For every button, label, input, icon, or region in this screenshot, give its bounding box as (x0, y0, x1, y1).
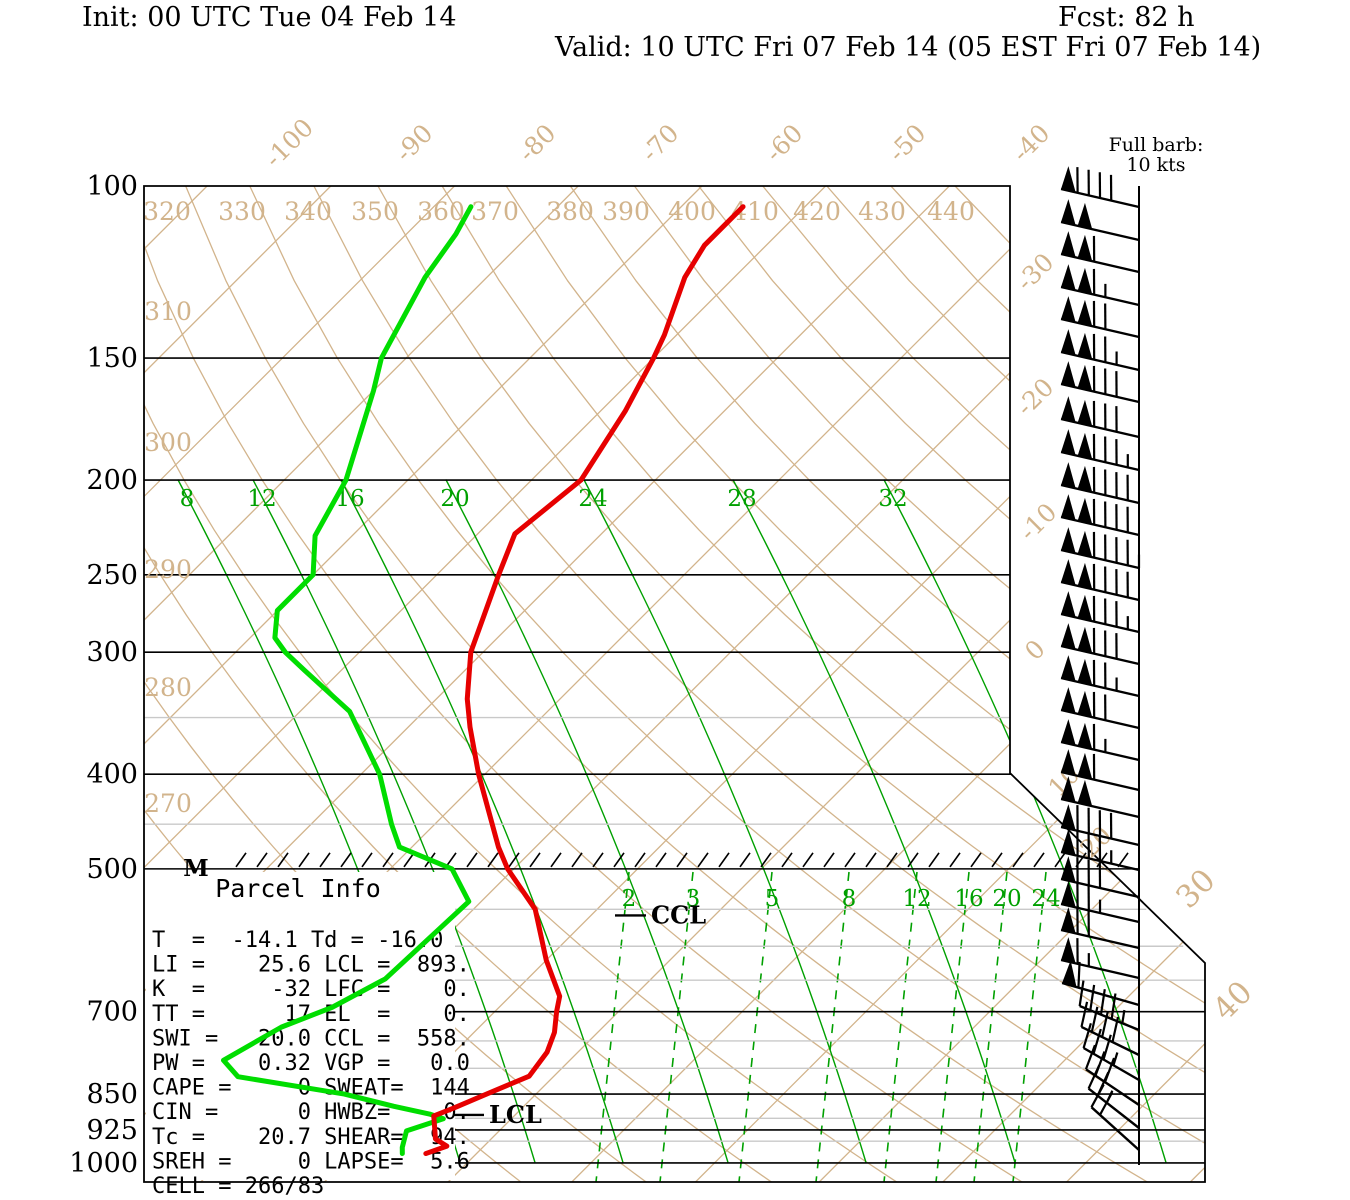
mixing-ratio-label: 8 (842, 886, 857, 912)
parcel-info-row: Tc = 20.7 SHEAR= 94. (152, 1125, 470, 1150)
valid-time-label: Valid: 10 UTC Fri 07 Feb 14 (05 EST Fri … (554, 32, 1261, 63)
ccl-marker: CCL (651, 900, 706, 929)
temperature-trace (423, 204, 746, 1157)
pressure-axis-label: 300 (86, 637, 138, 668)
isotherm-label-right: 30 (1169, 862, 1222, 915)
barb-legend-line2: 10 kts (1126, 154, 1185, 176)
isotherm-label-top: -60 (760, 119, 809, 168)
dry-adiabat-label: 330 (218, 197, 266, 226)
mixing-ratio-label: 16 (954, 886, 983, 912)
mixing-ratio-label: 24 (1031, 886, 1060, 912)
isotherm-label-top: -40 (1007, 119, 1056, 168)
dry-adiabat-label: 340 (284, 197, 332, 226)
isotherm-label-top: -50 (883, 119, 932, 168)
dry-adiabat-label: 360 (417, 197, 465, 226)
isotherm-label-top: -70 (636, 119, 685, 168)
parcel-info-row: PW = 0.32 VGP = 0.0 (152, 1051, 470, 1076)
level-markers: M CCL LCL (183, 855, 706, 1129)
pressure-axis-label: 400 (86, 759, 138, 790)
mixing-ratio-label: 20 (992, 886, 1021, 912)
isotherm-label-top: -100 (259, 113, 319, 173)
parcel-info-row: T = -14.1 Td = -16.0 (152, 928, 443, 953)
parcel-info-row: SWI = 20.0 CCL = 558. (152, 1026, 470, 1051)
parcel-info-row: CELL = 266/83 (152, 1174, 324, 1199)
forecast-hour-label: Fcst: 82 h (1058, 2, 1195, 33)
moist-adiabat-lines (177, 479, 1167, 1163)
dry-adiabat-label: 320 (143, 197, 191, 226)
pressure-axis-label: 150 (86, 343, 138, 374)
pressure-axis-label: 200 (86, 465, 138, 496)
dry-adiabat-label: 350 (351, 197, 399, 226)
isotherm-label-top: -90 (390, 119, 439, 168)
mixing-ratio-label: 2 (622, 886, 637, 912)
dry-adiabat-label: 290 (144, 555, 192, 584)
isotherm-label-top: -80 (513, 119, 562, 168)
dry-adiabat-label: 310 (144, 297, 192, 326)
init-time-label: Init: 00 UTC Tue 04 Feb 14 (82, 2, 457, 33)
mixing-ratio-label: 5 (765, 886, 780, 912)
pressure-axis-label: 250 (86, 560, 138, 591)
isotherm-label-right: -10 (1014, 498, 1063, 547)
sounding-traces (220, 204, 746, 1157)
max-wind-marker: M (183, 855, 208, 882)
dry-adiabat-label: 280 (144, 673, 192, 702)
pressure-axis-label: 700 (86, 997, 138, 1028)
dry-adiabat-label: 400 (668, 197, 716, 226)
parcel-info-row: SREH = 0 LAPSE= 5.6 (152, 1149, 470, 1174)
moist-adiabat-label: 8 (180, 486, 195, 512)
dry-adiabat-label: 270 (144, 789, 192, 818)
isotherm-label-right: 0 (1019, 634, 1051, 666)
chart-header: Init: 00 UTC Tue 04 Feb 14 Fcst: 82 h Va… (82, 2, 1261, 63)
pressure-axis-label: 500 (86, 854, 138, 885)
moist-adiabat-label: 28 (727, 486, 756, 512)
dry-adiabat-label: 370 (471, 197, 519, 226)
dry-adiabat-label: 390 (602, 197, 650, 226)
dry-adiabat-label: 300 (144, 428, 192, 457)
barb-legend-line1: Full barb: (1109, 134, 1204, 156)
isotherm-label-right: -20 (1011, 373, 1060, 422)
moist-adiabat-label: 12 (247, 486, 276, 512)
dewpoint-trace (220, 204, 474, 1157)
parcel-info-row: K = -32 LFC = 0. (152, 977, 470, 1002)
dry-adiabat-label: 380 (546, 197, 594, 226)
pressure-gridlines (144, 357, 1205, 1164)
parcel-info-title: Parcel Info (215, 874, 381, 903)
moist-adiabat-label: 20 (440, 486, 469, 512)
pressure-axis-label: 1000 (69, 1148, 138, 1179)
parcel-info-text: Parcel Info T = -14.1 Td = -16.0LI = 25.6… (152, 874, 470, 1199)
parcel-info-box (146, 872, 455, 1180)
pressure-axis-label: 850 (86, 1079, 138, 1110)
dry-adiabat-label: 430 (858, 197, 906, 226)
isotherm-label-right: -30 (1011, 248, 1060, 297)
dry-adiabat-label: 420 (793, 197, 841, 226)
plot-border (143, 185, 1206, 1183)
dry-adiabat-label: 440 (927, 197, 975, 226)
moist-adiabat-label: 32 (878, 486, 907, 512)
pressure-axis-label: 925 (86, 1115, 138, 1146)
isotherm-label-right: 40 (1206, 974, 1259, 1027)
mixing-ratio-label: 12 (902, 886, 931, 912)
mixing-ratio-label: 3 (686, 886, 701, 912)
wind-barb-legend: Full barb: 10 kts (1109, 134, 1204, 176)
lcl-marker: LCL (489, 1100, 542, 1129)
pressure-axis-label: 100 (86, 171, 138, 202)
moist-adiabat-label: 24 (578, 486, 607, 512)
parcel-info-row: LI = 25.6 LCL = 893. (152, 953, 470, 978)
wind-barb-column (1060, 166, 1141, 1151)
